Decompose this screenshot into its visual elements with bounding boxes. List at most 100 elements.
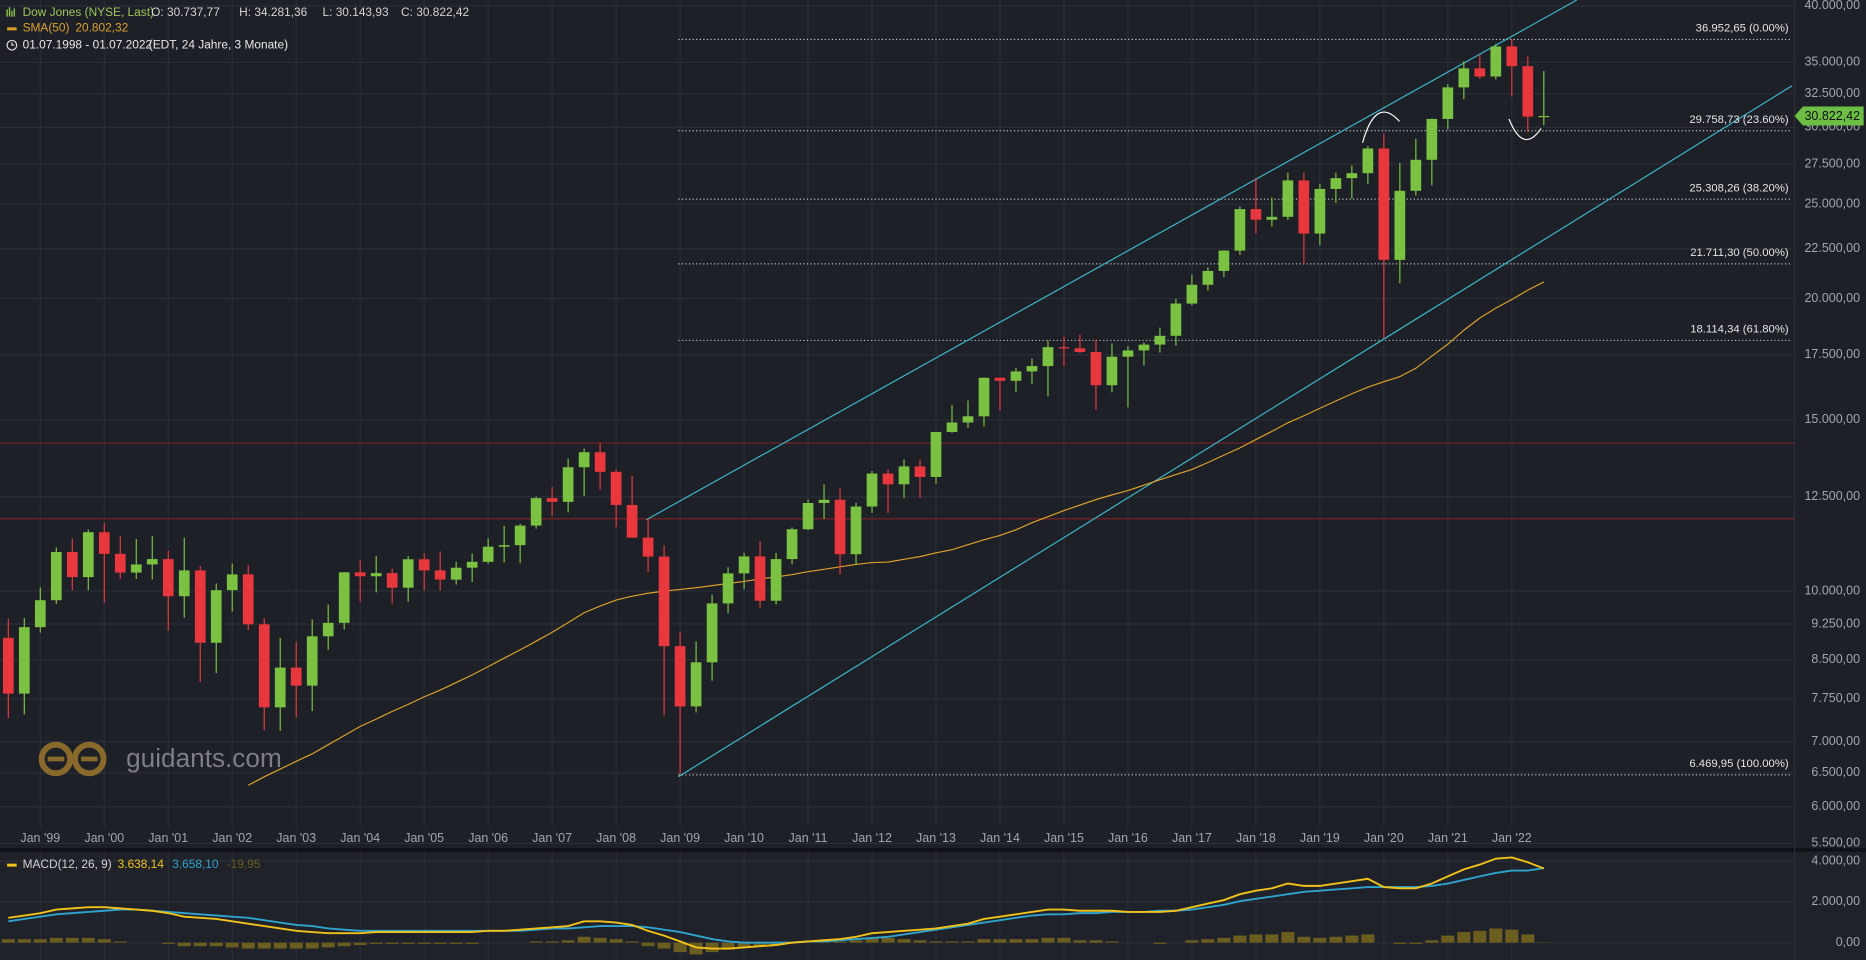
macd-histogram-bar xyxy=(1153,942,1167,944)
macd-histogram-bar xyxy=(257,942,271,949)
candle-body xyxy=(882,473,894,485)
x-tick-label: Jan '16 xyxy=(1108,831,1148,845)
y-tick-label: 7.750,00 xyxy=(1811,691,1860,705)
period: 01.07.1998 - 01.07.2022 xyxy=(23,37,152,51)
candle-body xyxy=(866,473,878,507)
candle-body xyxy=(386,573,398,588)
candle-body xyxy=(1426,118,1438,160)
candle-body xyxy=(1090,351,1102,386)
macd-histogram-bar xyxy=(721,942,735,950)
macd-histogram-bar xyxy=(33,939,47,943)
macd-histogram-bar xyxy=(913,940,927,943)
candle-body xyxy=(770,559,782,601)
macd-histogram-bar xyxy=(225,942,239,948)
candle-body xyxy=(994,377,1006,381)
macd-histogram-bar xyxy=(881,937,895,943)
candle-body xyxy=(802,503,814,530)
close-label: C: 30.822,42 xyxy=(401,5,469,19)
macd-histogram-bar xyxy=(1073,940,1087,943)
candle-body xyxy=(1042,347,1054,367)
macd-histogram-bar xyxy=(1,939,15,943)
levels xyxy=(0,38,1795,776)
macd-histogram-bar xyxy=(433,942,447,944)
candle-body xyxy=(754,556,766,601)
macd-title: MACD(12, 26, 9) xyxy=(23,857,112,871)
candle-body xyxy=(98,532,110,554)
candle-body xyxy=(114,553,126,573)
macd-histogram-bar xyxy=(849,940,863,943)
candle-body xyxy=(146,559,158,565)
high-label: H: 34.281,36 xyxy=(239,5,307,19)
macd-histogram-bar xyxy=(577,936,591,943)
x-tick-label: Jan '04 xyxy=(340,831,380,845)
macd-histogram-bar xyxy=(193,942,207,947)
candle-body xyxy=(1458,68,1470,88)
macd-histogram-bar xyxy=(241,942,255,949)
candle-body xyxy=(1298,180,1310,234)
x-tick-label: Jan '05 xyxy=(404,831,444,845)
legend-name: SMA(50) xyxy=(23,21,70,35)
candle-body xyxy=(434,570,446,580)
fib-label: 29.758,73 (23.60%) xyxy=(1689,114,1788,126)
watermark: guidants.com xyxy=(38,741,282,777)
candle-body xyxy=(594,452,606,472)
macd-histogram-bar xyxy=(1217,937,1231,943)
logo-bar xyxy=(80,756,98,762)
candle-body xyxy=(1154,335,1166,345)
macd-histogram-bar xyxy=(273,942,287,949)
x-tick-label: Jan '11 xyxy=(789,831,828,845)
macd-histogram-bar xyxy=(545,941,559,943)
x-tick-label: Jan '08 xyxy=(596,831,636,845)
x-tick-label: Jan '12 xyxy=(852,831,892,845)
y-tick-label: 9.250,00 xyxy=(1811,616,1860,630)
drawings xyxy=(645,0,1793,778)
y-tick-label: 15.000,00 xyxy=(1804,412,1860,426)
macd-histogram-bar xyxy=(1041,937,1055,943)
candle-body xyxy=(1394,190,1406,260)
open-label: O: 30.737,77 xyxy=(151,5,220,19)
candle-body xyxy=(722,573,734,604)
y-tick-label: 35.000,00 xyxy=(1804,55,1860,69)
candle-body xyxy=(1314,188,1326,234)
candle-body xyxy=(898,466,910,485)
y-tick-label: 17.500,00 xyxy=(1804,347,1860,361)
macd-histogram-bar xyxy=(1441,935,1455,943)
macd-legend-value: 3.638,14 xyxy=(118,857,165,871)
macd-histogram-bar xyxy=(81,937,95,943)
y-tick-label: 12.500,00 xyxy=(1804,489,1860,503)
candle-body xyxy=(1218,250,1230,271)
candle-body xyxy=(834,499,846,555)
x-tick-label: Jan '18 xyxy=(1236,831,1276,845)
x-tick-label: Jan '22 xyxy=(1492,831,1532,845)
x-tick-label: Jan '17 xyxy=(1172,831,1212,845)
candle-body xyxy=(130,564,142,573)
macd-histogram-bar xyxy=(945,941,959,943)
macd-histogram-bar xyxy=(1393,942,1407,944)
macd-line xyxy=(8,867,1544,944)
candle-body xyxy=(1410,159,1422,191)
candle-body xyxy=(194,570,206,643)
x-tick-label: Jan '03 xyxy=(276,831,316,845)
watermark-text: guidants.com xyxy=(126,743,282,773)
macd-line xyxy=(8,856,1545,950)
candle-body xyxy=(1234,209,1246,251)
candle-body xyxy=(738,556,750,574)
candle-body xyxy=(562,467,574,502)
macd-histogram-bar xyxy=(657,942,671,949)
macd-histogram-bar xyxy=(865,937,879,943)
candle-body xyxy=(610,471,622,505)
macd-histogram-bar xyxy=(321,942,335,948)
candle-body xyxy=(274,667,286,708)
candle-body xyxy=(1058,347,1070,349)
macd-histogram-bar xyxy=(769,942,783,946)
fib-label: 6.469,95 (100.00%) xyxy=(1689,758,1788,770)
period-note: (EDT, 24 Jahre, 3 Monate) xyxy=(149,37,288,51)
candle-body xyxy=(1282,180,1294,217)
y-tick-label: 6.500,00 xyxy=(1811,765,1860,779)
logo-ring xyxy=(71,741,107,777)
candle-body xyxy=(962,416,974,423)
macd-histogram-bar xyxy=(625,941,639,943)
macd-histogram-bar xyxy=(177,942,191,947)
